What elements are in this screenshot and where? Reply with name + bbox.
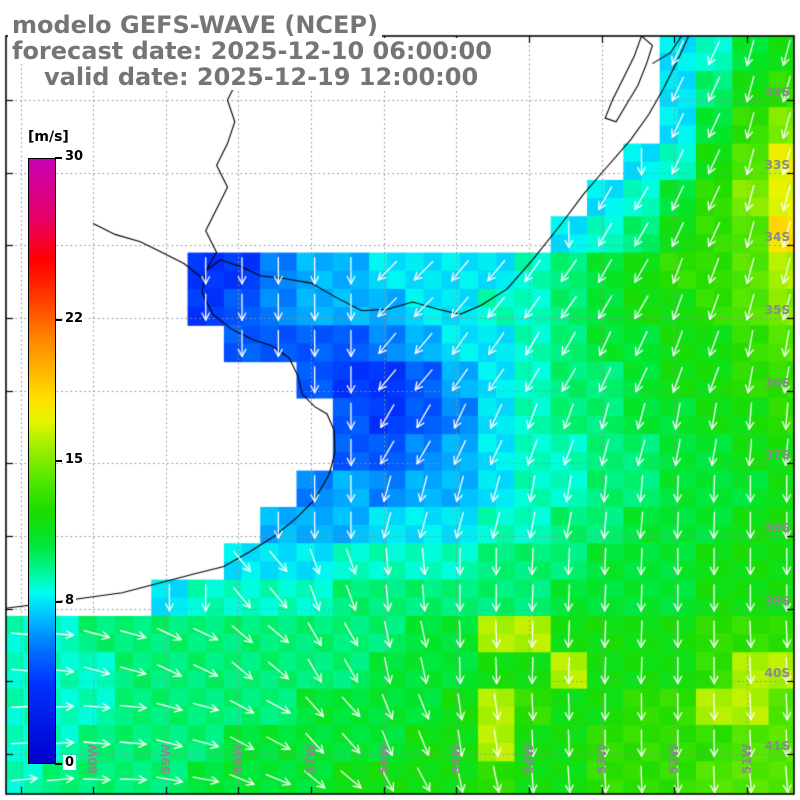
lon-tick-label: 54W bbox=[521, 744, 536, 774]
lat-tick-label: 33S bbox=[764, 157, 790, 172]
lon-tick-label: 53W bbox=[594, 744, 609, 774]
lat-tick-label: 34S bbox=[764, 230, 790, 245]
lon-tick-label: 55W bbox=[449, 744, 464, 774]
colorbar-tickmark bbox=[55, 601, 62, 604]
lat-tick-label: 36S bbox=[764, 375, 790, 390]
colorbar-tickmark bbox=[55, 157, 62, 159]
lat-tick-label: 38S bbox=[764, 521, 790, 535]
colorbar-tickmark bbox=[55, 460, 62, 462]
colorbar-tick-label: 30 bbox=[63, 149, 86, 164]
colorbar-unit-label: [m/s] bbox=[26, 129, 71, 145]
colorbar-tick-label: 0 bbox=[63, 755, 77, 770]
lat-tick-label: 32S bbox=[764, 84, 790, 99]
lon-tick-label: 52W bbox=[667, 744, 682, 774]
lon-tick-label: 51W bbox=[739, 744, 754, 774]
colorbar-tick-label: 15 bbox=[63, 452, 86, 467]
lat-tick-label: 39S bbox=[764, 593, 790, 608]
title-block: modelo GEFS-WAVE (NCEP) forecast date: 2… bbox=[8, 12, 496, 90]
lat-tick-label: 41S bbox=[764, 739, 790, 754]
lon-tick-label: 57W bbox=[304, 744, 319, 774]
colorbar-gradient bbox=[28, 158, 56, 764]
lat-tick-label: 37S bbox=[764, 448, 790, 463]
lon-tick-label: 60W bbox=[86, 744, 101, 774]
valid-date-label: valid date: 2025-12-19 12:00:00 bbox=[40, 64, 483, 90]
model-title: modelo GEFS-WAVE (NCEP) bbox=[8, 12, 382, 38]
colorbar-tickmark bbox=[55, 318, 62, 321]
colorbar-tick-label: 22 bbox=[63, 310, 86, 326]
lon-tick-label: 58W bbox=[231, 744, 246, 774]
colorbar-tick-label: 8 bbox=[63, 593, 77, 609]
colorbar-tickmark bbox=[55, 763, 62, 765]
forecast-date-label: forecast date: 2025-12-10 06:00:00 bbox=[8, 38, 496, 64]
lon-tick-label: 56W bbox=[376, 744, 391, 774]
lat-tick-label: 35S bbox=[764, 302, 790, 317]
lat-tick-label: 40S bbox=[764, 666, 790, 681]
lon-tick-label: 59W bbox=[158, 744, 173, 774]
